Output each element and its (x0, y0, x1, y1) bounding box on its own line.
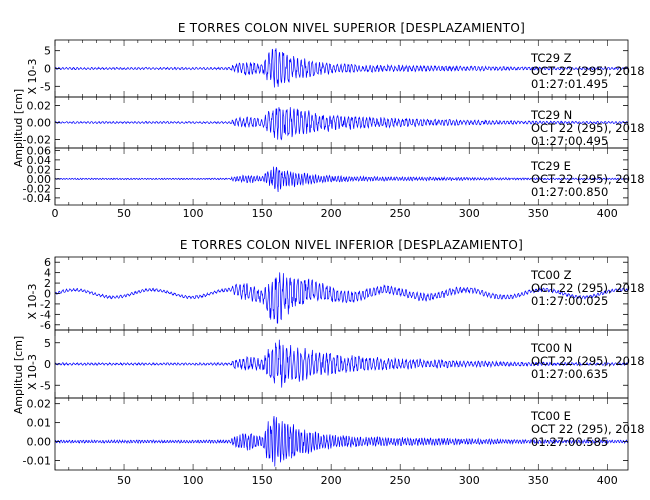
seismic-trace (55, 107, 629, 141)
seismic-trace (54, 166, 629, 193)
seismic-trace (54, 272, 629, 324)
scale-label: X 10-3 (26, 354, 39, 390)
x-tick-label: 350 (528, 207, 549, 220)
x-tick-label: 200 (321, 474, 342, 487)
y-tick-label: 5 (44, 337, 51, 350)
panel-frame (54, 397, 629, 471)
date-label: OCT 22 (295), 2018 (531, 121, 645, 135)
time-label: 01:27:00.850 (531, 185, 608, 199)
x-tick-label: 150 (252, 207, 273, 220)
x-tick-label: 250 (390, 207, 411, 220)
seismic-trace (54, 48, 629, 88)
time-label: 01:27:00.635 (531, 367, 608, 381)
y-tick-label: 0.02 (27, 163, 52, 176)
channel-label: TC00 E (530, 409, 571, 423)
y-tick-label: -0.04 (23, 192, 51, 205)
x-tick-label: 200 (321, 207, 342, 220)
chart-group-2: E TORRES COLON NIVEL INFERIOR [DESPLAZAM… (12, 238, 645, 487)
y-tick-label: -0.01 (23, 455, 51, 468)
channel-label: TC00 Z (530, 268, 572, 282)
channel-label: TC29 Z (530, 51, 572, 65)
channel-label: TC29 E (530, 159, 571, 173)
channel-label: TC29 N (530, 108, 572, 122)
chart-group-1: E TORRES COLON NIVEL SUPERIOR [DESPLAZAM… (12, 21, 645, 220)
x-tick-label: 400 (597, 474, 618, 487)
y-tick-label: 0.02 (27, 100, 52, 113)
x-tick-label: 100 (183, 207, 204, 220)
y-tick-label: 0.00 (27, 436, 52, 449)
y-tick-label: -4 (40, 308, 51, 321)
y-tick-label: 0 (44, 288, 51, 301)
x-tick-label: 50 (117, 207, 131, 220)
y-tick-label: 2 (44, 277, 51, 290)
time-label: 01:27:00.495 (531, 134, 608, 148)
y-tick-label: 6 (44, 256, 51, 269)
y-tick-label: 0.00 (27, 173, 52, 186)
date-label: OCT 22 (295), 2018 (531, 422, 645, 436)
x-tick-label: 350 (528, 474, 549, 487)
time-label: 01:27:00.025 (531, 294, 608, 308)
y-tick-label: 0.00 (27, 117, 52, 130)
x-tick-label: 300 (459, 474, 480, 487)
x-tick-label: 50 (117, 474, 131, 487)
date-label: OCT 22 (295), 2018 (531, 281, 645, 295)
y-tick-label: -5 (40, 379, 51, 392)
x-tick-label: 300 (459, 207, 480, 220)
chart-title: E TORRES COLON NIVEL INFERIOR [DESPLAZAM… (180, 238, 523, 252)
seismic-trace (54, 339, 629, 388)
x-tick-label: 0 (52, 207, 59, 220)
y-axis-label: Amplitud [cm] (12, 89, 25, 167)
y-tick-label: 4 (44, 267, 51, 280)
y-tick-label: -2 (40, 298, 51, 311)
chart-title: E TORRES COLON NIVEL SUPERIOR [DESPLAZAM… (178, 21, 525, 35)
scale-label: X 10-3 (26, 59, 39, 95)
date-label: OCT 22 (295), 2018 (531, 172, 645, 186)
y-tick-label: 0.01 (27, 417, 52, 430)
y-tick-label: 0.04 (27, 154, 52, 167)
y-tick-label: 0.02 (27, 398, 52, 411)
x-tick-label: 400 (597, 207, 618, 220)
seismic-trace (54, 415, 629, 467)
date-label: OCT 22 (295), 2018 (531, 64, 645, 78)
panel-frame (54, 147, 629, 206)
y-tick-label: -0.02 (23, 182, 51, 195)
channel-label: TC00 N (530, 341, 572, 355)
x-tick-label: 250 (390, 474, 411, 487)
y-tick-label: 0.06 (27, 144, 52, 157)
y-tick-label: 5 (44, 45, 51, 58)
y-tick-label: -5 (40, 80, 51, 93)
date-label: OCT 22 (295), 2018 (531, 354, 645, 368)
time-label: 01:27:00.585 (531, 435, 608, 449)
y-axis-label: Amplitud [cm] (12, 336, 25, 414)
scale-label: X 10-3 (26, 284, 39, 320)
y-tick-label: -0.02 (23, 134, 51, 147)
x-tick-label: 150 (252, 474, 273, 487)
x-tick-label: 100 (183, 474, 204, 487)
y-tick-label: -6 (40, 319, 51, 332)
y-tick-label: 0 (44, 63, 51, 76)
y-tick-label: 0 (44, 358, 51, 371)
time-label: 01:27:01.495 (531, 77, 608, 91)
